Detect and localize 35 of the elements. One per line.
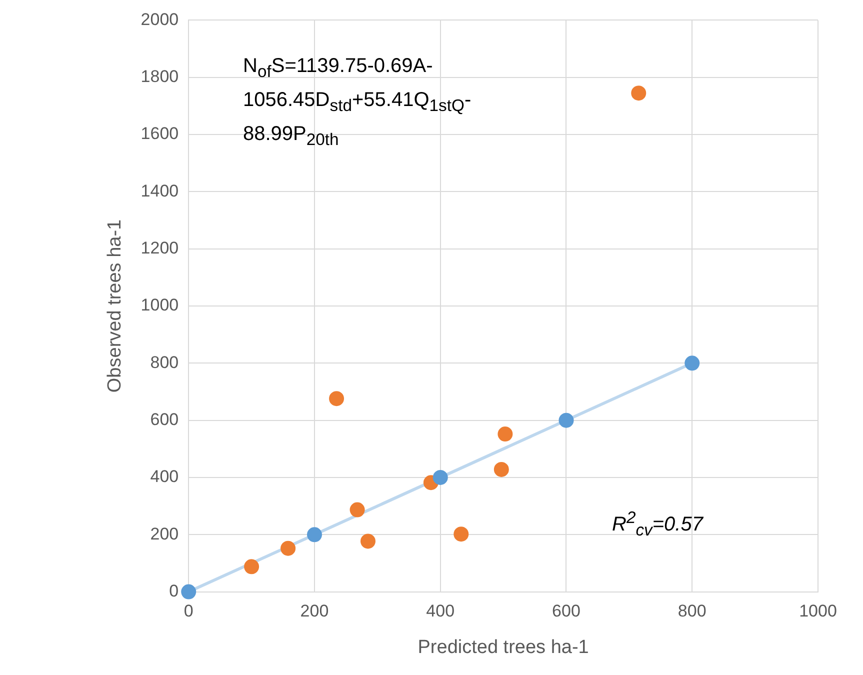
point bbox=[498, 426, 513, 442]
x-tick-label: 200 bbox=[300, 602, 329, 621]
point bbox=[360, 534, 376, 549]
point bbox=[494, 462, 509, 477]
y-axis-title: Observed trees ha-1 bbox=[104, 219, 126, 393]
y-tick-label: 1600 bbox=[140, 124, 179, 144]
x-tick-label: 600 bbox=[552, 602, 580, 621]
y-tick-label: 2000 bbox=[140, 10, 179, 29]
point bbox=[329, 391, 344, 406]
point bbox=[244, 559, 260, 574]
y-tick-label: 1400 bbox=[140, 181, 179, 200]
x-axis-title: Predicted trees ha-1 bbox=[418, 636, 589, 658]
y-tick-label: 400 bbox=[150, 467, 179, 486]
x-tick-label: 400 bbox=[426, 602, 455, 621]
y-tick-label: 0 bbox=[169, 581, 179, 600]
y-tick-label: 600 bbox=[150, 410, 179, 430]
point bbox=[350, 502, 365, 518]
x-tick-label: 0 bbox=[184, 602, 194, 621]
y-tick-label: 1000 bbox=[140, 296, 179, 315]
y-tick-label: 1200 bbox=[140, 238, 179, 258]
point bbox=[558, 412, 574, 428]
point bbox=[280, 540, 296, 556]
text: N$_{of}$S=1139.75-0.69A-1056.45D$_{std}$+55.41Q$_{1stQ}$-88.99P$_{20th}$ bbox=[243, 55, 472, 149]
annotation: R$^{2}$$_{cv}$=0.57 bbox=[612, 508, 703, 541]
y-tick-label: 1800 bbox=[140, 67, 179, 86]
point bbox=[181, 584, 196, 600]
point bbox=[631, 86, 646, 101]
y-tick-label: 800 bbox=[150, 352, 179, 372]
x-tick-label: 800 bbox=[678, 602, 706, 621]
x-tick-label: 1000 bbox=[799, 602, 837, 621]
y-tick-label: 200 bbox=[150, 524, 179, 544]
point bbox=[432, 470, 448, 485]
point bbox=[306, 527, 322, 542]
point bbox=[454, 526, 469, 542]
point bbox=[684, 356, 700, 371]
